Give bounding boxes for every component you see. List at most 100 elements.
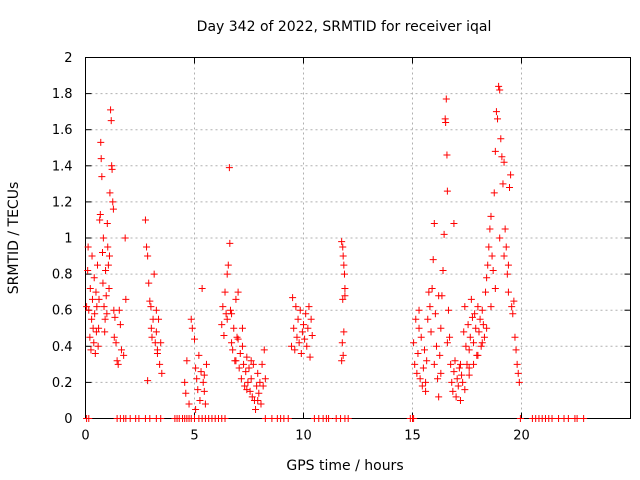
data-point-marker — [470, 339, 478, 347]
data-point-marker — [459, 378, 467, 386]
data-point-marker — [340, 261, 348, 269]
data-point-marker — [470, 360, 478, 368]
data-point-marker — [91, 310, 99, 318]
data-point-marker — [135, 415, 143, 422]
data-point-marker — [341, 285, 349, 293]
data-point-marker — [156, 360, 164, 368]
data-point-marker — [308, 331, 316, 339]
data-point-marker — [490, 189, 498, 197]
data-point-marker — [122, 295, 130, 303]
data-point-marker — [261, 415, 269, 422]
data-point-marker — [143, 243, 151, 251]
data-point-marker — [261, 375, 269, 383]
data-point-marker — [300, 321, 307, 329]
data-point-marker — [461, 386, 469, 394]
data-point-marker — [504, 288, 512, 296]
data-point-marker — [480, 333, 488, 341]
data-point-marker — [340, 328, 348, 336]
data-point-marker — [412, 315, 420, 323]
y-tick-labels: 0 0.2 0.4 0.6 0.8 1 1.2 1.4 1.6 1.8 2 — [52, 51, 73, 427]
y-tick-label: 0.4 — [52, 340, 73, 355]
data-point-marker — [256, 378, 264, 386]
data-point-marker — [103, 310, 111, 318]
data-point-marker — [108, 165, 116, 173]
data-point-marker — [573, 415, 581, 422]
data-point-marker — [88, 315, 96, 323]
data-point-marker — [497, 135, 505, 143]
data-point-marker — [307, 315, 315, 323]
data-point-marker — [202, 360, 210, 368]
data-point-marker — [146, 297, 154, 305]
data-point-marker — [105, 285, 113, 293]
data-point-marker — [474, 303, 482, 311]
data-point-marker — [218, 321, 226, 329]
chart-title: Day 342 of 2022, SRMTID for receiver iqa… — [197, 19, 492, 35]
y-tick-label: 1.6 — [52, 123, 73, 138]
data-point-marker — [260, 346, 268, 354]
data-point-marker — [440, 230, 448, 238]
data-point-marker — [120, 351, 128, 359]
data-point-marker — [85, 415, 93, 422]
y-tick-label: 0 — [64, 412, 72, 427]
data-point-marker — [429, 256, 437, 264]
data-point-marker — [248, 393, 256, 401]
data-point-marker — [468, 313, 476, 321]
data-point-marker — [86, 333, 94, 341]
data-point-marker — [115, 306, 123, 314]
data-point-marker — [425, 288, 433, 296]
data-point-marker — [492, 108, 500, 116]
data-point-marker — [424, 315, 432, 323]
data-point-marker — [478, 306, 486, 314]
data-point-marker — [339, 351, 347, 359]
data-point-marker — [482, 288, 490, 296]
data-point-marker — [188, 324, 196, 332]
data-point-marker — [219, 303, 227, 311]
data-point-marker — [483, 324, 491, 332]
data-point-marker — [111, 313, 119, 321]
data-point-marker — [114, 360, 122, 368]
data-point-marker — [452, 393, 460, 401]
data-point-marker — [450, 368, 458, 376]
data-point-marker — [504, 261, 512, 269]
data-point-marker — [107, 106, 115, 114]
data-point-marker — [232, 295, 240, 303]
data-point-marker — [201, 400, 209, 408]
data-point-marker — [455, 364, 463, 372]
data-point-marker — [511, 333, 519, 341]
data-point-marker — [235, 364, 243, 372]
data-point-marker — [488, 252, 496, 260]
data-point-marker — [450, 220, 458, 228]
x-tick-labels: 0 5 10 15 20 — [81, 429, 529, 444]
data-point-marker — [416, 375, 424, 383]
data-point-marker — [148, 333, 156, 341]
data-point-marker — [298, 328, 306, 336]
data-point-marker — [234, 335, 242, 343]
data-point-marker — [340, 270, 348, 278]
data-point-marker — [196, 396, 204, 404]
data-point-marker — [99, 234, 107, 242]
data-point-marker — [500, 158, 508, 166]
data-point-marker — [226, 239, 234, 247]
data-point-marker — [144, 377, 152, 385]
data-point-marker — [93, 303, 101, 311]
data-point-marker — [446, 333, 454, 341]
data-point-marker — [415, 306, 423, 314]
data-point-marker — [478, 339, 486, 347]
data-point-marker — [495, 82, 503, 90]
data-point-marker — [97, 155, 105, 163]
data-point-marker — [484, 261, 492, 269]
data-point-marker — [193, 375, 201, 383]
grid-lines — [85, 57, 631, 419]
data-point-marker — [498, 153, 506, 161]
data-point-marker — [288, 342, 296, 350]
data-point-marker — [223, 270, 231, 278]
data-point-marker — [90, 274, 98, 282]
data-point-marker — [580, 415, 588, 422]
data-point-marker — [293, 333, 301, 341]
data-point-marker — [515, 378, 523, 386]
data-point-marker — [96, 211, 104, 219]
x-tick-label: 5 — [190, 429, 198, 444]
data-point-marker — [100, 303, 108, 311]
data-point-marker — [471, 310, 479, 318]
data-point-marker — [121, 234, 129, 242]
